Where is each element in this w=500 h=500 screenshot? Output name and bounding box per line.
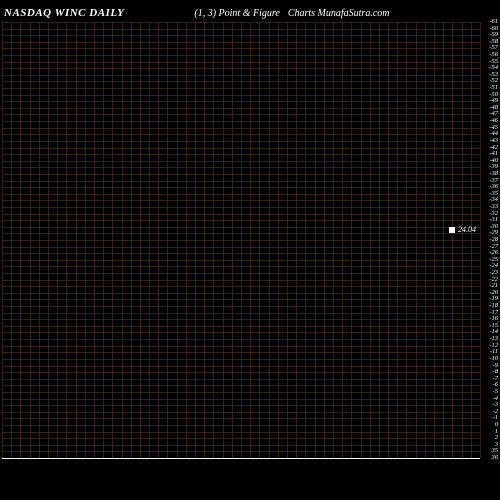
grid-line-vertical	[195, 22, 196, 458]
point-figure-chart	[2, 22, 480, 458]
grid-line-vertical	[39, 22, 40, 458]
grid-line-vertical	[434, 22, 435, 458]
y-axis: -61-60-59-58-57-56-55-54-53-52-51-50-49-…	[480, 22, 498, 458]
grid-line-vertical	[452, 22, 453, 458]
grid-line-vertical	[2, 22, 3, 458]
grid-line-vertical	[406, 22, 407, 458]
grid-line-vertical	[324, 22, 325, 458]
grid-line-vertical	[57, 22, 58, 458]
grid-line-vertical	[112, 22, 113, 458]
grid-line-vertical	[85, 22, 86, 458]
grid-line-vertical	[342, 22, 343, 458]
grid-line-vertical	[296, 22, 297, 458]
current-price-marker: 24.04	[449, 225, 476, 234]
grid-line-vertical	[158, 22, 159, 458]
grid-line-vertical	[204, 22, 205, 458]
grid-line-vertical	[20, 22, 21, 458]
grid-line-vertical	[76, 22, 77, 458]
grid-line-vertical	[140, 22, 141, 458]
chart-header: NASDAQ WINC DAILY (1, 3) Point & Figure …	[0, 4, 500, 22]
grid-line-vertical	[278, 22, 279, 458]
grid-line-vertical	[370, 22, 371, 458]
grid-line-vertical	[259, 22, 260, 458]
grid-line-vertical	[66, 22, 67, 458]
grid-line-vertical	[241, 22, 242, 458]
ticker-title: NASDAQ WINC DAILY	[4, 7, 124, 19]
grid-line-vertical	[425, 22, 426, 458]
grid-line-vertical	[30, 22, 31, 458]
grid-line-vertical	[416, 22, 417, 458]
grid-line-vertical	[269, 22, 270, 458]
grid-line-vertical	[232, 22, 233, 458]
grid-line-vertical	[177, 22, 178, 458]
chart-type-label: (1, 3) Point & Figure	[194, 8, 279, 19]
grid-line-vertical	[186, 22, 187, 458]
grid-line-vertical	[287, 22, 288, 458]
grid-line-vertical	[149, 22, 150, 458]
grid-line-vertical	[250, 22, 251, 458]
grid-line-vertical	[462, 22, 463, 458]
grid-line-vertical	[94, 22, 95, 458]
grid-line-vertical	[48, 22, 49, 458]
price-marker-value: 24.04	[458, 225, 476, 234]
grid-line-vertical	[333, 22, 334, 458]
grid-line-vertical	[315, 22, 316, 458]
chart-source: Charts MunafaSutra.com	[288, 8, 390, 19]
grid-line-vertical	[122, 22, 123, 458]
price-marker-box	[449, 227, 455, 233]
grid-line-vertical	[351, 22, 352, 458]
grid-line-vertical	[361, 22, 362, 458]
grid-line-vertical	[167, 22, 168, 458]
grid-line-vertical	[103, 22, 104, 458]
grid-line-vertical	[388, 22, 389, 458]
grid-line-vertical	[397, 22, 398, 458]
bottom-rule	[2, 458, 480, 459]
grid-line-vertical	[11, 22, 12, 458]
grid-line-vertical	[131, 22, 132, 458]
grid-line-vertical	[223, 22, 224, 458]
grid-line-vertical	[305, 22, 306, 458]
grid-line-vertical	[471, 22, 472, 458]
grid-line-vertical	[379, 22, 380, 458]
grid-line-vertical	[213, 22, 214, 458]
y-axis-label: 36	[480, 455, 498, 462]
grid-line-vertical	[443, 22, 444, 458]
